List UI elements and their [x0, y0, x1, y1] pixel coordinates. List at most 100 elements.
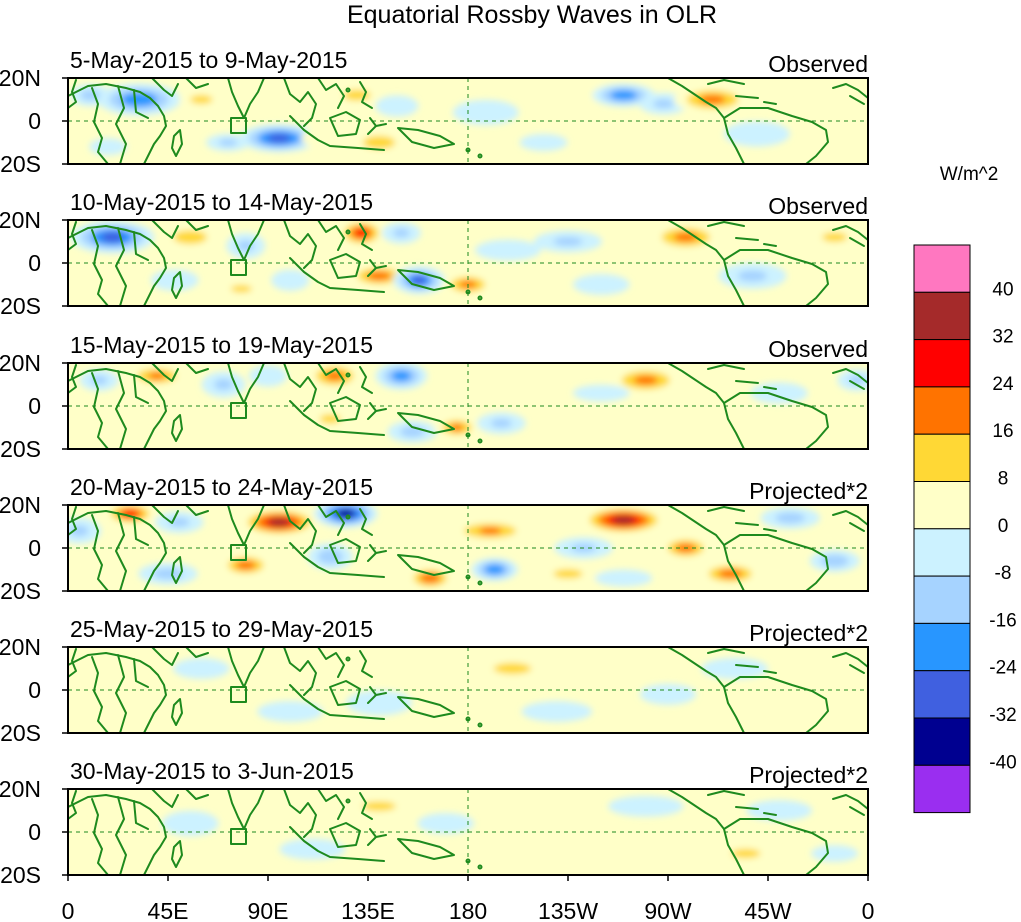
positive-anomaly [541, 82, 608, 104]
map-frame [67, 77, 869, 165]
figure-title: Equatorial Rossby Waves in OLR [347, 1, 717, 29]
negative-anomaly [138, 562, 198, 585]
positive-anomaly [239, 508, 319, 537]
negative-anomaly [521, 701, 593, 722]
negative-anomaly [248, 365, 288, 387]
lat-tick-label: 20S [0, 436, 41, 462]
colorbar-swatch [913, 386, 971, 435]
lat-tick-label: 20S [0, 578, 41, 604]
panel-date-label: 25-May-2015 to 29-May-2015 [70, 616, 373, 642]
negative-anomaly [162, 810, 219, 836]
panel-kind-label: Projected*2 [749, 762, 868, 788]
positive-anomaly [579, 658, 646, 679]
negative-anomaly [387, 420, 438, 443]
colorbar-swatch [913, 244, 971, 293]
panel-date-label: 20-May-2015 to 24-May-2015 [70, 474, 373, 500]
panel-3: 15-May-2015 to 19-May-2015 Observed 20N 0 20… [0, 332, 869, 462]
negative-anomaly [452, 99, 519, 125]
panel-kind-label: Projected*2 [749, 478, 868, 504]
map-frame [67, 646, 869, 734]
positive-anomaly [649, 223, 722, 251]
negative-anomaly [346, 690, 413, 716]
lon-tick-label: 45E [148, 898, 189, 922]
lon-tick-label: 45W [744, 898, 792, 922]
lat-tick-label: 20S [0, 151, 41, 177]
map-frame [67, 504, 869, 592]
positive-anomaly [224, 86, 258, 104]
colorbar-label: 0 [998, 516, 1009, 537]
positive-anomaly [377, 533, 426, 555]
positive-anomaly [305, 408, 355, 430]
positive-anomaly [533, 562, 603, 585]
positive-anomaly [90, 793, 157, 819]
positive-anomaly [433, 416, 480, 439]
negative-anomaly [592, 83, 655, 107]
positive-anomaly [217, 280, 266, 298]
positive-anomaly [581, 505, 666, 535]
panel-kind-label: Observed [768, 193, 868, 219]
negative-anomaly [206, 133, 250, 152]
positive-anomaly [301, 127, 346, 149]
negative-anomaly [279, 838, 346, 860]
negative-anomaly [173, 658, 230, 679]
lat-tick-label: 20N [0, 776, 41, 802]
negative-anomaly [89, 138, 127, 156]
lat-tick-label: 20N [0, 65, 41, 91]
lat-tick-label: 20N [0, 350, 41, 376]
positive-anomaly [546, 817, 613, 839]
positive-anomaly [449, 519, 531, 543]
map-frame [67, 362, 869, 450]
negative-anomaly [201, 371, 246, 398]
negative-anomaly [375, 95, 419, 117]
lat-tick-label: 20N [0, 492, 41, 518]
negative-anomaly [97, 83, 181, 116]
colorbar-label: -32 [989, 705, 1016, 726]
negative-anomaly [271, 269, 310, 291]
colorbar-swatch [913, 764, 971, 814]
lat-tick-label: 0 [28, 677, 41, 703]
colorbar-label: -24 [989, 658, 1017, 679]
negative-anomaly [519, 134, 568, 151]
positive-anomaly [406, 566, 454, 590]
positive-anomaly [337, 220, 385, 247]
lon-tick-label: 135W [538, 898, 598, 922]
negative-anomaly [381, 222, 421, 244]
positive-anomaly [699, 562, 762, 586]
colorbar-label: 8 [998, 469, 1009, 490]
colorbar-label: 32 [992, 327, 1013, 348]
lon-tick-label: 135E [341, 898, 395, 922]
map-area [68, 789, 868, 875]
negative-anomaly [375, 363, 428, 390]
colorbar-label: 16 [992, 421, 1013, 442]
colorbar-swatch [913, 528, 971, 577]
negative-anomaly [573, 384, 630, 402]
panel-5: 25-May-2015 to 29-May-2015 Projected*2 20N… [0, 616, 869, 746]
negative-anomaly [608, 795, 684, 817]
positive-anomaly [701, 416, 769, 439]
negative-anomaly [533, 230, 603, 253]
colorbar-swatch [913, 433, 971, 483]
panel-kind-label: Observed [768, 51, 868, 77]
negative-anomaly [723, 121, 790, 147]
colorbar-swatch [913, 291, 971, 341]
negative-anomaly [809, 549, 860, 573]
lat-tick-label: 20S [0, 293, 41, 319]
positive-anomaly [162, 225, 218, 249]
positive-anomaly [606, 226, 664, 248]
positive-anomaly [306, 363, 363, 390]
lon-tick-label: 0 [62, 898, 75, 922]
lon-tick-label: 0 [862, 898, 875, 922]
negative-anomaly [718, 262, 787, 289]
negative-anomaly [701, 657, 769, 680]
colorbar-swatch [913, 339, 971, 388]
positive-anomaly [792, 96, 855, 129]
map-area [68, 647, 868, 733]
lat-tick-label: 20N [0, 207, 41, 233]
lat-tick-label: 0 [28, 535, 41, 561]
negative-anomaly [811, 845, 859, 862]
negative-anomaly [471, 557, 518, 582]
negative-anomaly [760, 506, 820, 529]
panel-date-label: 10-May-2015 to 14-May-2015 [70, 189, 373, 215]
lat-tick-label: 20S [0, 862, 41, 888]
positive-anomaly [334, 86, 380, 105]
